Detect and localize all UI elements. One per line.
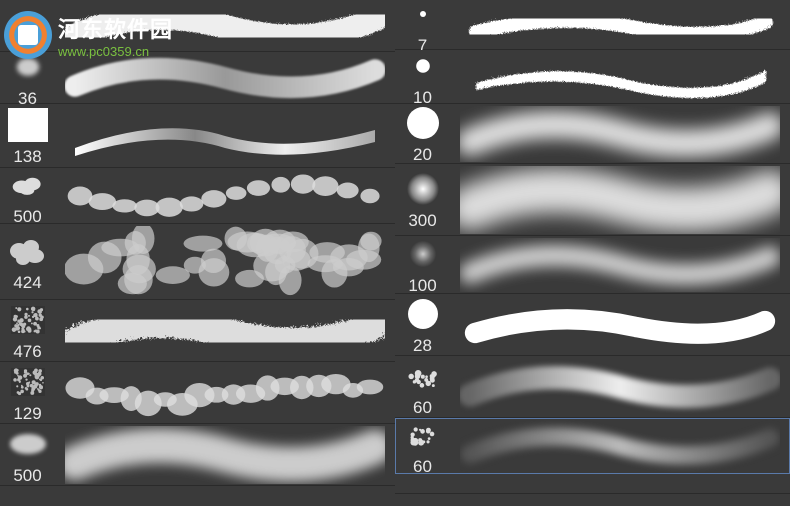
brush-stroke-preview (450, 474, 790, 493)
brush-thumb-col: 500 (0, 422, 55, 488)
brush-thumb-col: 129 (0, 360, 55, 426)
brush-stroke-preview (55, 168, 395, 223)
brush-thumb-col: 476 (0, 298, 55, 364)
watermark-title: 河东软件园 (58, 12, 173, 44)
brush-stroke-preview (450, 104, 790, 163)
brush-stroke-preview (450, 418, 790, 473)
brush-thumb-icon (5, 362, 51, 402)
brush-thumb-icon (400, 464, 446, 504)
brush-stroke-preview (450, 50, 790, 103)
brush-row[interactable]: 20 (395, 104, 790, 164)
brush-size-label: 500 (13, 466, 41, 486)
brush-stroke-preview (55, 104, 395, 167)
brush-thumb-icon (400, 294, 446, 334)
brush-panel-right: 71020300100286060 (395, 0, 790, 504)
brush-stroke-preview (55, 224, 395, 299)
brush-stroke-preview (450, 236, 790, 293)
brush-thumb-col: 138 (0, 103, 55, 169)
brush-row[interactable]: 28 (395, 294, 790, 356)
brush-thumb-col: 100 (395, 232, 450, 298)
brush-size-label: 129 (13, 404, 41, 424)
brush-row[interactable]: 10 (395, 50, 790, 104)
brush-thumb-col: 424 (0, 229, 55, 295)
brush-stroke-preview (55, 362, 395, 423)
brush-row[interactable]: 300 (395, 164, 790, 236)
brush-row[interactable]: 500 (0, 424, 395, 486)
brush-stroke-preview (450, 356, 790, 417)
brush-thumb-col (395, 462, 450, 506)
brush-thumb-icon (5, 424, 51, 464)
brush-thumb-icon (5, 165, 51, 205)
brush-row[interactable]: 7 (395, 0, 790, 50)
brush-stroke-preview (450, 294, 790, 355)
brush-size-label: 28 (413, 336, 432, 356)
brush-size-label: 424 (13, 273, 41, 293)
brush-row[interactable]: 100 (395, 236, 790, 294)
brush-stroke-preview (55, 300, 395, 361)
brush-row[interactable]: 60 (395, 356, 790, 418)
brush-thumb-col: 60 (395, 354, 450, 420)
brush-row[interactable]: 138 (0, 104, 395, 168)
watermark: 河东软件园 www.pc0359.cn (0, 0, 180, 70)
brush-row[interactable]: 500 (0, 168, 395, 224)
brush-stroke-preview (55, 424, 395, 485)
brush-panels: 36138500424476129500 71020300100286060 (0, 0, 790, 504)
brush-row[interactable]: 129 (0, 362, 395, 424)
brush-size-label: 300 (408, 211, 436, 231)
brush-thumb-icon (400, 169, 446, 209)
brush-thumb-col: 500 (0, 163, 55, 229)
brush-thumb-icon (400, 46, 446, 86)
brush-thumb-col: 20 (395, 101, 450, 167)
logo-icon (4, 11, 52, 59)
brush-size-label: 476 (13, 342, 41, 362)
brush-panel-left: 36138500424476129500 (0, 0, 395, 504)
brush-thumb-icon (400, 0, 446, 34)
brush-stroke-preview (450, 0, 790, 49)
brush-thumb-icon (5, 105, 51, 145)
brush-thumb-icon (5, 231, 51, 271)
brush-thumb-icon (5, 300, 51, 340)
brush-thumb-col: 28 (395, 292, 450, 358)
watermark-url: www.pc0359.cn (58, 44, 173, 59)
brush-thumb-col: 300 (395, 167, 450, 233)
brush-thumb-icon (400, 415, 446, 455)
brush-thumb-icon (400, 103, 446, 143)
watermark-text: 河东软件园 www.pc0359.cn (58, 12, 173, 59)
brush-size-label: 20 (413, 145, 432, 165)
brush-row[interactable]: 60 (395, 418, 790, 474)
brush-stroke-preview (450, 164, 790, 235)
brush-row[interactable] (395, 474, 790, 494)
brush-row[interactable]: 424 (0, 224, 395, 300)
brush-thumb-icon (400, 356, 446, 396)
brush-thumb-icon (400, 234, 446, 274)
brush-row[interactable]: 476 (0, 300, 395, 362)
